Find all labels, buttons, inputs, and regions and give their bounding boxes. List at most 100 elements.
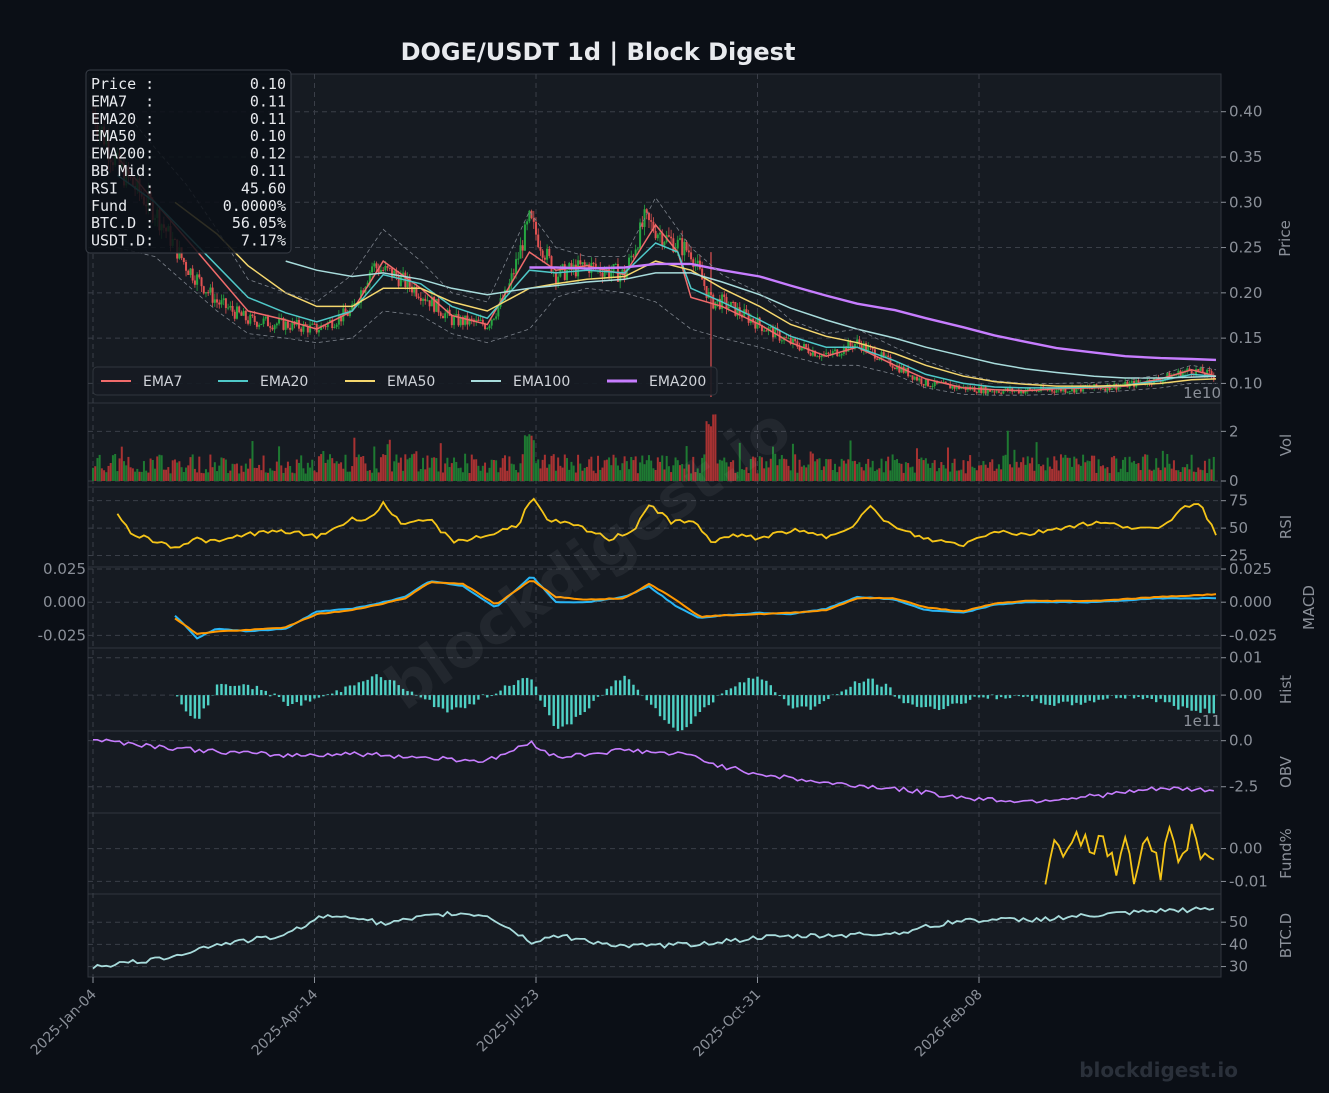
hist-bar: [206, 695, 210, 706]
volume-bar: [103, 470, 106, 481]
volume-bar: [461, 472, 464, 481]
volume-bar: [949, 471, 952, 481]
legend-label-ema200: EMA200: [649, 374, 706, 390]
volume-bar: [1031, 457, 1034, 481]
volume-bar: [1170, 468, 1173, 481]
volume-bar: [754, 457, 757, 481]
candle-body: [373, 263, 376, 267]
hist-bar: [840, 691, 843, 696]
volume-bar: [1006, 430, 1009, 481]
hist-bar: [1057, 695, 1060, 704]
volume-bar: [612, 454, 615, 481]
rsi-y-label: RSI: [1277, 515, 1295, 539]
candle-body: [202, 286, 205, 294]
volume-bar: [884, 461, 887, 481]
candle-body: [362, 290, 365, 293]
candle-body: [944, 381, 947, 384]
volume-bar: [550, 455, 553, 481]
hist-bar: [867, 678, 870, 696]
volume-bar: [373, 446, 376, 481]
candle-body: [182, 258, 185, 263]
candle-body: [991, 391, 994, 393]
rsi-y-tick-label: 75: [1229, 492, 1248, 510]
candle-body: [659, 232, 662, 235]
candle-body: [204, 292, 207, 294]
volume-bar: [523, 435, 526, 481]
volume-bar: [178, 461, 181, 481]
volume-bar: [980, 465, 983, 481]
rsi-lines: [116, 497, 1217, 549]
candle-body: [300, 328, 303, 332]
volume-bar: [975, 470, 978, 481]
volume-bar: [311, 459, 314, 481]
hist-bar: [1203, 695, 1207, 709]
volume-bar: [140, 471, 143, 481]
hist-bar: [614, 680, 617, 696]
candle-body: [495, 316, 498, 319]
volume-bar: [399, 457, 402, 481]
hist-bar: [796, 695, 799, 708]
volume-bar: [922, 460, 925, 481]
hist-bar: [1075, 695, 1078, 703]
volume-bar: [1175, 470, 1178, 481]
candle-body: [185, 262, 188, 271]
candle-body: [397, 276, 400, 287]
candle-body: [1048, 389, 1051, 391]
price-y-tick-label: 0.30: [1229, 193, 1262, 211]
hist-bar: [774, 692, 777, 696]
candle-body: [581, 262, 584, 265]
candle-body: [539, 247, 542, 251]
volume-bar: [384, 455, 387, 481]
candle-body: [579, 260, 582, 265]
volume-bar: [718, 459, 721, 481]
candle-body: [450, 315, 453, 326]
hist-bar: [189, 695, 192, 716]
candle-body: [410, 286, 413, 293]
candle-body: [922, 384, 925, 386]
hist-bar: [743, 682, 746, 696]
candle-body: [856, 339, 859, 344]
volume-bar: [723, 457, 726, 481]
candle-body: [304, 323, 307, 327]
volume-bar: [1082, 454, 1085, 481]
volume-bar: [1135, 463, 1138, 481]
volume-bar: [889, 470, 892, 481]
hist-bar: [481, 694, 485, 696]
hist-bar: [233, 685, 236, 696]
hist-bar: [951, 695, 954, 704]
volume-bar: [280, 465, 283, 481]
volume-bar: [831, 470, 834, 481]
hist-bar: [645, 695, 648, 701]
volume-bar: [499, 467, 502, 481]
hist-bar: [1066, 695, 1069, 702]
candle-body: [437, 298, 440, 313]
volume-bar: [457, 468, 460, 481]
volume-bar: [189, 457, 192, 481]
candle-body: [845, 346, 848, 352]
volume-bar: [368, 470, 371, 481]
volume-bar: [1190, 454, 1193, 481]
hist-bar: [968, 695, 972, 700]
hist-bar: [215, 684, 219, 696]
candle-body: [242, 310, 245, 316]
volume-bar: [716, 463, 719, 481]
volume-bar: [725, 462, 728, 481]
volume-bar: [721, 460, 724, 481]
candle-body: [1177, 370, 1180, 375]
hist-bar: [725, 690, 728, 696]
hist-bar: [601, 695, 604, 696]
candle-body: [444, 313, 447, 319]
candle-body: [1117, 385, 1120, 390]
candle-body: [508, 283, 511, 294]
hist-bar: [1053, 695, 1056, 706]
volume-bar: [1017, 467, 1020, 481]
btc_dominance-lines: [92, 906, 1215, 970]
volume-bar: [142, 461, 145, 481]
volume-bars: [92, 414, 1215, 481]
candle-body: [430, 296, 433, 307]
volume-bar: [856, 464, 859, 481]
candle-body: [559, 266, 562, 277]
volume-bar: [966, 461, 969, 481]
volume-bar: [902, 472, 905, 481]
rsi-y-tick-label: 25: [1229, 547, 1248, 565]
